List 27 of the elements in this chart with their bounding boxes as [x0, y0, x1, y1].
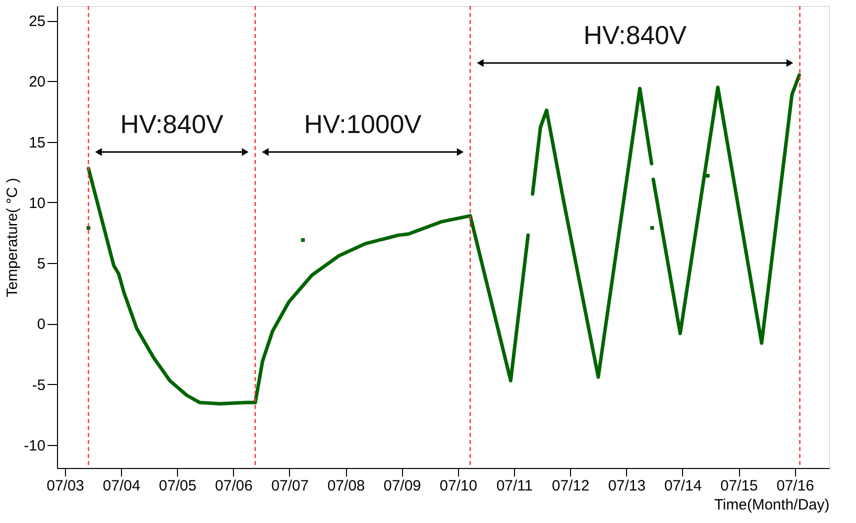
y-tick-label: -5 [32, 376, 46, 394]
x-tick-label: 07/06 [215, 478, 253, 494]
y-tick-label: 25 [28, 13, 46, 30]
x-tick-label: 07/14 [664, 478, 702, 494]
x-tick-label: 07/05 [158, 478, 196, 494]
x-tick-label: 07/07 [271, 478, 309, 494]
x-tick-label: 07/16 [776, 478, 814, 494]
y-tick-label: 0 [37, 316, 46, 334]
annotation: HV:840V [583, 20, 688, 50]
x-tick-label: 07/03 [46, 478, 84, 494]
x-tick-label: 07/12 [552, 478, 590, 494]
y-axis-title: Temperature( °C ) [4, 178, 21, 298]
annotation: HV:1000V [304, 109, 422, 139]
x-axis-title: Time(Month/Day) [714, 496, 830, 514]
y-tick-label: 5 [37, 256, 46, 273]
y-tick-label: 15 [28, 134, 46, 152]
x-tick-label: 07/10 [440, 478, 478, 494]
y-tick-label: -10 [24, 437, 46, 454]
x-tick-label: 07/13 [608, 478, 646, 494]
x-tick-label: 07/15 [720, 478, 758, 494]
x-tick-label: 07/08 [327, 478, 365, 494]
annotation: HV:840V [120, 109, 224, 139]
y-tick-label: 10 [28, 194, 46, 212]
x-tick-label: 07/04 [102, 478, 140, 494]
y-tick-label: 20 [28, 74, 46, 91]
x-tick-label: 07/11 [496, 478, 533, 494]
x-tick-label: 07/09 [383, 478, 422, 494]
